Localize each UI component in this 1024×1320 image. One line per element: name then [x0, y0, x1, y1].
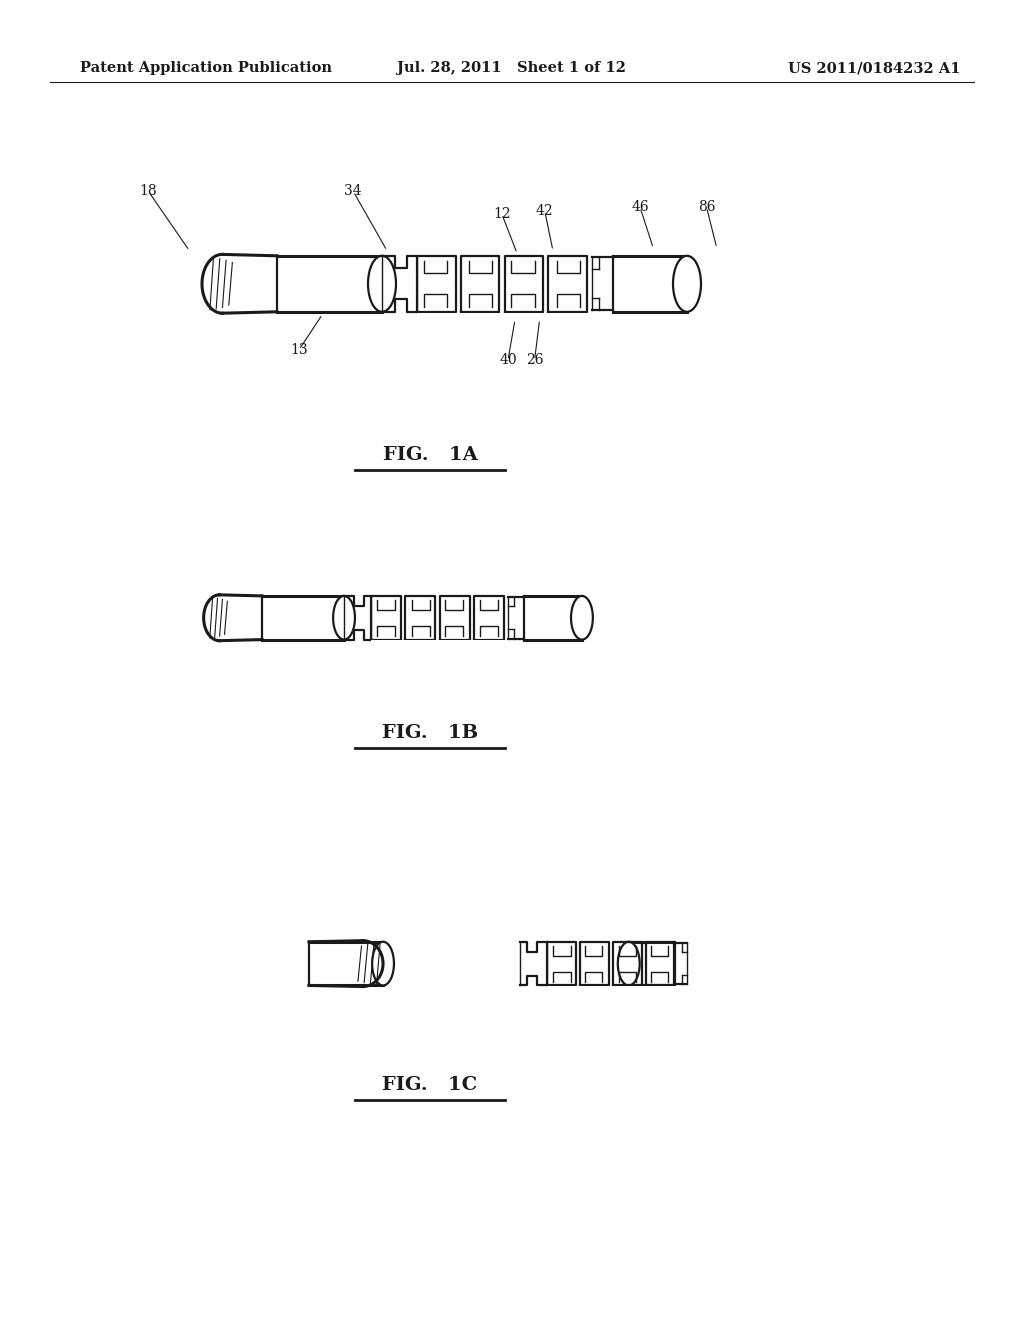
Ellipse shape [673, 256, 701, 312]
Bar [262, 595, 344, 640]
Text: 40: 40 [499, 354, 517, 367]
Text: Jul. 28, 2011   Sheet 1 of 12: Jul. 28, 2011 Sheet 1 of 12 [397, 61, 627, 75]
Text: 26: 26 [525, 354, 544, 367]
Text: Patent Application Publication: Patent Application Publication [80, 61, 332, 75]
Polygon shape [309, 941, 383, 986]
Bar [629, 941, 675, 986]
Bar [372, 595, 508, 640]
Bar [592, 257, 613, 310]
Bar [508, 597, 524, 639]
Bar [675, 942, 687, 985]
Ellipse shape [368, 256, 396, 312]
Ellipse shape [333, 595, 355, 640]
Bar [382, 256, 417, 312]
Polygon shape [204, 595, 262, 640]
Ellipse shape [372, 941, 394, 986]
Text: 34: 34 [344, 185, 362, 198]
Bar [309, 941, 383, 986]
Text: 42: 42 [536, 205, 554, 218]
Bar [417, 313, 592, 322]
Bar [344, 595, 372, 640]
Bar [372, 640, 508, 647]
Bar [613, 256, 687, 312]
Text: 46: 46 [631, 201, 649, 214]
Text: FIG.   1A: FIG. 1A [383, 446, 477, 465]
Bar [278, 256, 382, 312]
Ellipse shape [617, 941, 640, 986]
Text: 86: 86 [697, 201, 716, 214]
Bar [547, 941, 679, 986]
Text: 18: 18 [139, 185, 158, 198]
Text: 13: 13 [290, 343, 308, 356]
Bar [417, 255, 592, 313]
Bar [524, 595, 582, 640]
Bar [547, 986, 679, 993]
Text: US 2011/0184232 A1: US 2011/0184232 A1 [787, 61, 961, 75]
Text: FIG.   1B: FIG. 1B [382, 723, 478, 742]
Ellipse shape [571, 595, 593, 640]
Bar [519, 941, 547, 986]
Text: FIG.   1C: FIG. 1C [382, 1076, 478, 1094]
Text: 12: 12 [493, 207, 511, 220]
Polygon shape [202, 255, 278, 313]
